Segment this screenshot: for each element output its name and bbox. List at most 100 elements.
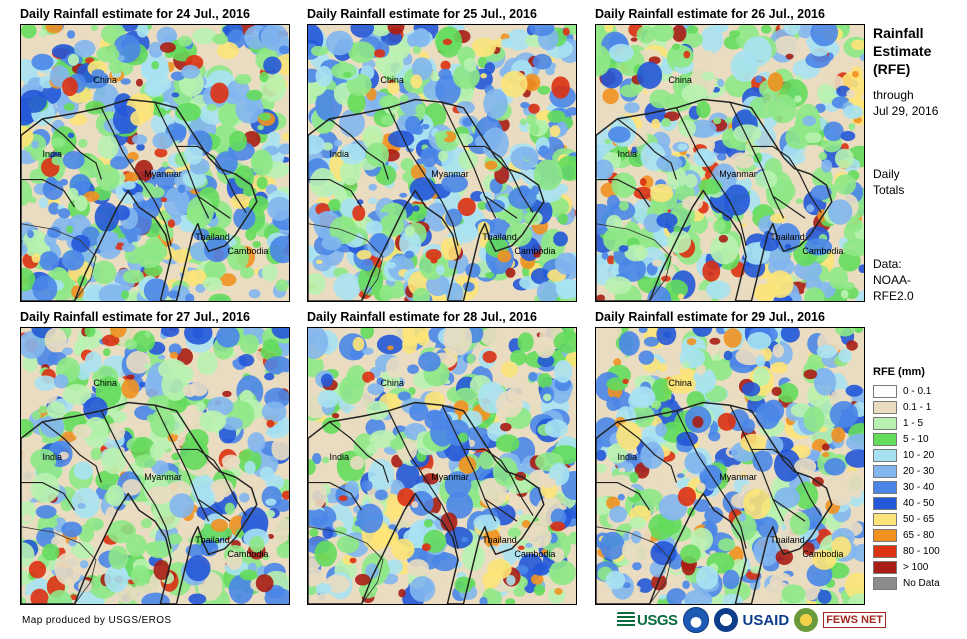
usaid-logo-text: USAID <box>742 611 790 629</box>
legend-item: 20 - 30 <box>873 463 940 479</box>
legend-swatch <box>873 384 897 398</box>
legend-item: 80 - 100 <box>873 543 940 559</box>
legend-item: 50 - 65 <box>873 511 940 527</box>
daily-line: Daily <box>873 167 900 181</box>
usaid-seal-icon <box>713 608 738 632</box>
legend-items: 0 - 0.1 0.1 - 1 1 - 5 5 - 10 10 - 20 20 - 30 3… <box>873 383 940 591</box>
usgs-waves-icon <box>617 612 635 628</box>
legend-swatch <box>873 480 897 494</box>
legend-label: 0 - 0.1 <box>903 385 932 397</box>
panel-title: Daily Rainfall estimate for 25 Jul., 201… <box>307 7 537 21</box>
legend-item: 40 - 50 <box>873 495 940 511</box>
legend-label: No Data <box>903 577 940 589</box>
legend-item: 0.1 - 1 <box>873 399 940 415</box>
map-label-thailand: Thailand <box>195 535 230 545</box>
legend-swatch <box>873 448 897 462</box>
map-label-china: China <box>668 74 692 85</box>
usgs-logo-text: USGS <box>637 611 678 629</box>
sidebar-data-source: Data: NOAA- RFE2.0 <box>873 256 914 304</box>
noaa-logo-icon <box>682 607 709 633</box>
legend-item: 0 - 0.1 <box>873 383 940 399</box>
legend-item: > 100 <box>873 559 940 575</box>
map-label-myanmar: Myanmar <box>144 168 182 179</box>
map-label-thailand: Thailand <box>770 535 805 545</box>
map-label-myanmar: Myanmar <box>431 471 469 482</box>
rainfall-map-svg <box>308 25 576 301</box>
rainfall-map-panel: Daily Rainfall estimate for 24 Jul., 201… <box>20 6 290 302</box>
legend-item: 30 - 40 <box>873 479 940 495</box>
logo-strip: USGS USAID FEWS NET <box>617 606 887 634</box>
map-label-myanmar: Myanmar <box>144 471 182 482</box>
legend-item: 65 - 80 <box>873 527 940 543</box>
legend-swatch <box>873 432 897 446</box>
rainfall-map-panel: Daily Rainfall estimate for 27 Jul., 201… <box>20 309 290 605</box>
daily-line: Totals <box>873 183 905 197</box>
map-label-thailand: Thailand <box>195 232 230 242</box>
panel-title: Daily Rainfall estimate for 24 Jul., 201… <box>20 7 250 21</box>
legend-swatch <box>873 528 897 542</box>
map-label-china: China <box>668 377 692 388</box>
data-line: NOAA- <box>873 273 912 287</box>
legend-item: 1 - 5 <box>873 415 940 431</box>
legend-label: > 100 <box>903 561 929 573</box>
legend-label: 10 - 20 <box>903 449 935 461</box>
map-label-china: China <box>380 74 404 85</box>
rainfall-map: China India Myanmar Thailand Cambodia <box>307 24 577 302</box>
legend-title: RFE (mm) <box>873 366 925 378</box>
map-label-india: India <box>329 149 349 160</box>
sidebar-title: Rainfall Estimate (RFE) <box>873 24 931 78</box>
legend-swatch <box>873 416 897 430</box>
map-label-china: China <box>380 377 404 388</box>
map-label-cambodia: Cambodia <box>227 548 269 559</box>
panel-title: Daily Rainfall estimate for 26 Jul., 201… <box>595 7 825 21</box>
legend-label: 65 - 80 <box>903 529 935 541</box>
map-label-india: India <box>617 149 637 160</box>
rainfall-map-svg <box>21 328 289 604</box>
data-line: RFE2.0 <box>873 289 914 303</box>
map-label-myanmar: Myanmar <box>719 168 757 179</box>
legend-item: 10 - 20 <box>873 447 940 463</box>
map-label-thailand: Thailand <box>482 535 517 545</box>
sidebar-title-line: Rainfall <box>873 25 924 41</box>
map-label-india: India <box>42 452 62 463</box>
legend-swatch <box>873 560 897 574</box>
map-label-cambodia: Cambodia <box>802 548 844 559</box>
legend-label: 5 - 10 <box>903 433 929 445</box>
sidebar-title-line: Estimate <box>873 43 932 59</box>
rainfall-map-svg <box>21 25 289 301</box>
map-label-myanmar: Myanmar <box>431 168 469 179</box>
legend-swatch <box>873 544 897 558</box>
map-label-cambodia: Cambodia <box>514 548 556 559</box>
map-credit: Map produced by USGS/EROS <box>22 615 172 626</box>
legend-label: 40 - 50 <box>903 497 935 509</box>
legend: RFE (mm) 0 - 0.1 0.1 - 1 1 - 5 5 - 10 10 - 2… <box>873 366 940 591</box>
rainfall-map-panel: Daily Rainfall estimate for 25 Jul., 201… <box>307 6 577 302</box>
sidebar-title-line: (RFE) <box>873 61 911 77</box>
legend-swatch <box>873 512 897 526</box>
legend-item: 5 - 10 <box>873 431 940 447</box>
through-date: Jul 29, 2016 <box>873 104 939 118</box>
panel-title: Daily Rainfall estimate for 29 Jul., 201… <box>595 310 825 324</box>
map-label-india: India <box>42 149 62 160</box>
legend-swatch <box>873 576 897 590</box>
rainfall-map-svg <box>596 25 864 301</box>
rainfall-map-panel: Daily Rainfall estimate for 26 Jul., 201… <box>595 6 865 302</box>
rainfall-map-svg <box>308 328 576 604</box>
map-label-india: India <box>329 452 349 463</box>
map-label-china: China <box>93 377 117 388</box>
data-line: Data: <box>873 257 902 271</box>
rainfall-map-panel: Daily Rainfall estimate for 29 Jul., 201… <box>595 309 865 605</box>
rainfall-map: China India Myanmar Thailand Cambodia <box>307 327 577 605</box>
legend-label: 50 - 65 <box>903 513 935 525</box>
legend-swatch <box>873 464 897 478</box>
legend-swatch <box>873 496 897 510</box>
sidebar-through: through Jul 29, 2016 <box>873 87 938 119</box>
legend-label: 80 - 100 <box>903 545 940 557</box>
panel-title: Daily Rainfall estimate for 27 Jul., 201… <box>20 310 250 324</box>
map-label-cambodia: Cambodia <box>227 245 269 256</box>
fews-seal-icon <box>794 608 819 632</box>
map-label-thailand: Thailand <box>770 232 805 242</box>
map-label-india: India <box>617 452 637 463</box>
rainfall-map-svg <box>596 328 864 604</box>
map-label-cambodia: Cambodia <box>514 245 556 256</box>
